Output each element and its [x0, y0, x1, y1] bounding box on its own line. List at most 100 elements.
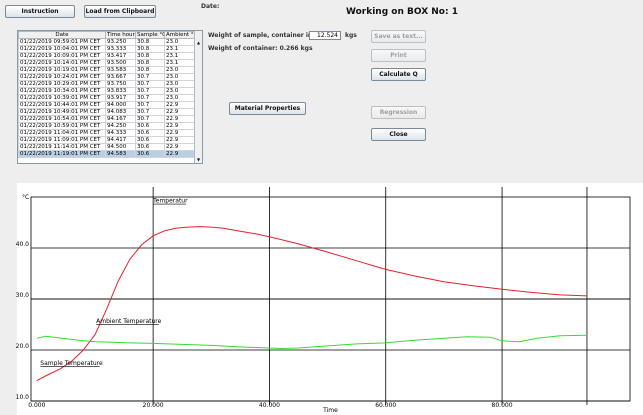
close-button[interactable]: Close: [371, 128, 426, 141]
x-tick-label: 20.000: [143, 402, 164, 409]
table-cell: 01/22/2019 11:14:01 PM CET: [18, 143, 106, 151]
table-cell: 30.7: [135, 94, 165, 102]
column-header-time[interactable]: Time hours: [105, 31, 136, 39]
table-row[interactable]: 01/22/2019 11:04:01 PM CET 94.333 30.6 22.9: [18, 129, 197, 137]
series-line: [36, 334, 588, 350]
table-cell: 94.583: [105, 150, 136, 158]
weight-input[interactable]: [309, 31, 341, 40]
table-cell: 22.9: [164, 129, 197, 137]
table-cell: 23.0: [164, 66, 197, 74]
table-row[interactable]: 01/22/2019 09:59:01 PM CET 93.250 30.8 23.0: [18, 38, 197, 46]
column-header-sample[interactable]: Sample °C: [135, 31, 165, 39]
weight-unit-label: kgs: [345, 32, 357, 39]
table-cell: 94.250: [105, 122, 136, 130]
table-row[interactable]: 01/22/2019 10:04:01 PM CET 93.333 30.8 23.1: [18, 45, 197, 53]
table-cell: 30.7: [135, 87, 165, 95]
table-cell: 22.9: [164, 108, 197, 116]
column-header-date[interactable]: Date: [18, 31, 106, 39]
column-header-ambient[interactable]: Ambient °C: [164, 31, 197, 39]
table-cell: 30.7: [135, 73, 165, 81]
table-cell: 30.8: [135, 59, 165, 67]
table-cell: 01/22/2019 10:24:01 PM CET: [18, 73, 106, 81]
table-cell: 30.6: [135, 122, 165, 130]
table-cell: 22.9: [164, 101, 197, 109]
regression-button[interactable]: Regression: [371, 106, 426, 119]
arrow-down-icon[interactable]: ▼: [196, 157, 201, 162]
table-row[interactable]: 01/22/2019 11:14:01 PM CET 94.500 30.6 22.9: [18, 143, 197, 151]
table-cell: 23.0: [164, 73, 197, 81]
table-cell: 93.333: [105, 45, 136, 53]
table-cell: 30.7: [135, 115, 165, 123]
table-cell: 30.8: [135, 45, 165, 53]
table-cell: 30.6: [135, 143, 165, 151]
table-row[interactable]: 01/22/2019 10:54:01 PM CET 94.167 30.7 22.9: [18, 115, 197, 123]
table-row[interactable]: 01/22/2019 10:09:01 PM CET 93.417 30.8 23.1: [18, 52, 197, 60]
container-weight-label: Weight of container: 0.266 kgs: [208, 45, 313, 52]
instruction-button[interactable]: Instruction: [5, 5, 75, 18]
table-row[interactable]: 01/22/2019 10:14:01 PM CET 93.500 30.8 23.1: [18, 59, 197, 67]
table-cell: 23.0: [164, 38, 197, 46]
weight-label: Weight of sample, container included: [208, 32, 335, 39]
table-cell: 30.8: [135, 52, 165, 60]
table-row[interactable]: 01/22/2019 10:34:01 PM CET 93.833 30.7 23.0: [18, 87, 197, 95]
data-table-panel[interactable]: Date Time hours Sample °C Ambient °C 01/…: [17, 30, 203, 164]
table-cell: 23.0: [164, 80, 197, 88]
calculate-q-button[interactable]: Calculate Q: [371, 68, 426, 81]
print-button[interactable]: Print: [371, 49, 426, 62]
table-cell: 93.583: [105, 66, 136, 74]
chart-series: [36, 226, 588, 382]
table-row[interactable]: 01/22/2019 11:19:01 PM CET 94.583 30.6 22.9: [18, 150, 197, 158]
table-cell: 93.667: [105, 73, 136, 81]
table-header-row: Date Time hours Sample °C Ambient °C: [18, 31, 197, 39]
table-cell: 22.9: [164, 136, 197, 144]
table-cell: 93.417: [105, 52, 136, 60]
page-title: Working on BOX No: 1: [346, 7, 458, 17]
table-row[interactable]: 01/22/2019 10:19:01 PM CET 93.583 30.8 23.0: [18, 66, 197, 74]
table-row[interactable]: 01/22/2019 10:59:01 PM CET 94.250 30.6 22.9: [18, 122, 197, 130]
table-row[interactable]: 01/22/2019 10:39:01 PM CET 93.917 30.7 23.0: [18, 94, 197, 102]
table-cell: 30.7: [135, 80, 165, 88]
x-tick-label: 80.000: [492, 402, 513, 409]
chart-axes: [30, 196, 631, 402]
series-label-ambient: Ambient Temperature: [96, 318, 161, 325]
load-from-clipboard-button[interactable]: Load from Clipboard: [84, 5, 156, 18]
x-tick-label: 0.000: [28, 402, 45, 409]
table-row[interactable]: 01/22/2019 10:49:01 PM CET 94.083 30.7 22.9: [18, 108, 197, 116]
table-cell: 93.750: [105, 80, 136, 88]
series-line: [36, 226, 588, 382]
table-row[interactable]: 01/22/2019 10:24:01 PM CET 93.667 30.7 23.0: [18, 73, 197, 81]
table-cell: 23.1: [164, 59, 197, 67]
table-cell: 23.1: [164, 45, 197, 53]
chart-grid: [31, 187, 630, 405]
arrow-up-icon[interactable]: ▲: [196, 40, 201, 45]
x-tick-label: 40.000: [259, 402, 280, 409]
table-cell: 94.333: [105, 129, 136, 137]
table-cell: 94.500: [105, 143, 136, 151]
chart-labels: 10.0 20.0 30.0 40.0 0.000 20.000 40.000 60.000 8…: [16, 194, 513, 414]
table-cell: 30.8: [135, 66, 165, 74]
table-cell: 01/22/2019 10:44:01 PM CET: [18, 101, 106, 109]
material-properties-button[interactable]: Material Properties: [229, 102, 306, 115]
x-tick-label: 60.000: [375, 402, 396, 409]
plot-frame: [30, 196, 631, 402]
table-cell: 01/22/2019 10:59:01 PM CET: [18, 122, 106, 130]
table-cell: 23.1: [164, 52, 197, 60]
table-cell: 01/22/2019 11:19:01 PM CET: [18, 150, 106, 158]
table-cell: 23.0: [164, 94, 197, 102]
table-cell: 01/22/2019 10:34:01 PM CET: [18, 87, 106, 95]
table-row[interactable]: 01/22/2019 10:29:01 PM CET 93.750 30.7 23.0: [18, 80, 197, 88]
table-row[interactable]: 01/22/2019 11:09:01 PM CET 94.417 30.6 22.9: [18, 136, 197, 144]
y-tick-label: 10.0: [16, 394, 30, 401]
y-tick-label: 30.0: [16, 292, 30, 299]
table-cell: 94.000: [105, 101, 136, 109]
table-cell: 22.9: [164, 122, 197, 130]
table-cell: 93.500: [105, 59, 136, 67]
table-cell: 93.917: [105, 94, 136, 102]
save-as-text-button[interactable]: Save as text...: [371, 30, 426, 43]
table-cell: 01/22/2019 10:14:01 PM CET: [18, 59, 106, 67]
table-row[interactable]: 01/22/2019 10:44:01 PM CET 94.000 30.7 22.9: [18, 101, 197, 109]
table-cell: 30.7: [135, 108, 165, 116]
table-cell: 01/22/2019 10:19:01 PM CET: [18, 66, 106, 74]
table-scrollbar[interactable]: ▲ ▼: [194, 31, 202, 163]
table-cell: 23.0: [164, 87, 197, 95]
